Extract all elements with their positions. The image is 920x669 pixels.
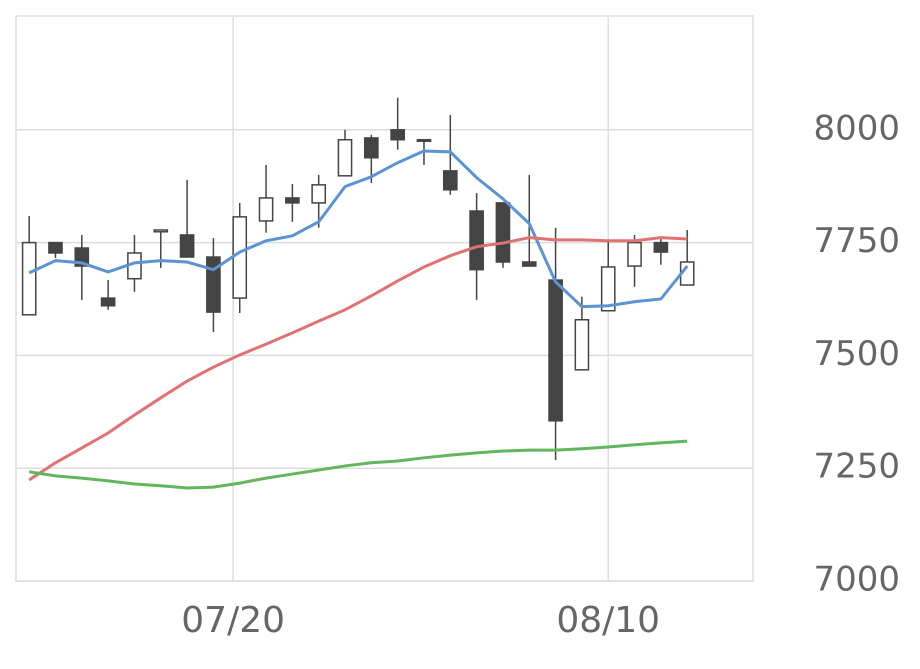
candle-body (232, 216, 248, 299)
line (28, 439, 688, 490)
candle-body (179, 234, 195, 258)
candle-body (153, 229, 169, 233)
x-tick-label: 08/10 (556, 600, 660, 641)
candle-body (416, 138, 432, 142)
candle-body (337, 138, 353, 177)
candle-body (100, 297, 116, 307)
candle-body (390, 129, 405, 141)
candle-body (48, 241, 63, 254)
candle-body (364, 137, 379, 159)
candle-body (206, 256, 221, 313)
candle-body (258, 197, 274, 222)
candle-body (548, 279, 563, 422)
candle-body (442, 170, 458, 191)
candle-body (311, 184, 327, 204)
y-tick-label: 8000 (813, 108, 900, 148)
candle-body (627, 241, 642, 267)
plot-frame (15, 15, 754, 582)
candle-body (495, 202, 511, 263)
candle-body (21, 241, 37, 316)
candle-body (469, 210, 484, 271)
y-tick-label: 7000 (813, 560, 900, 600)
line (28, 236, 688, 482)
candle-body (574, 319, 590, 371)
x-tick-label: 07/20 (181, 600, 285, 641)
y-tick-label: 7250 (813, 447, 900, 487)
candle-body (521, 261, 537, 267)
candle-body (600, 266, 616, 312)
line (28, 149, 689, 309)
candle-body (285, 197, 300, 204)
y-tick-label: 7750 (813, 221, 900, 261)
candle-body (653, 241, 669, 253)
y-tick-label: 7500 (813, 334, 900, 374)
